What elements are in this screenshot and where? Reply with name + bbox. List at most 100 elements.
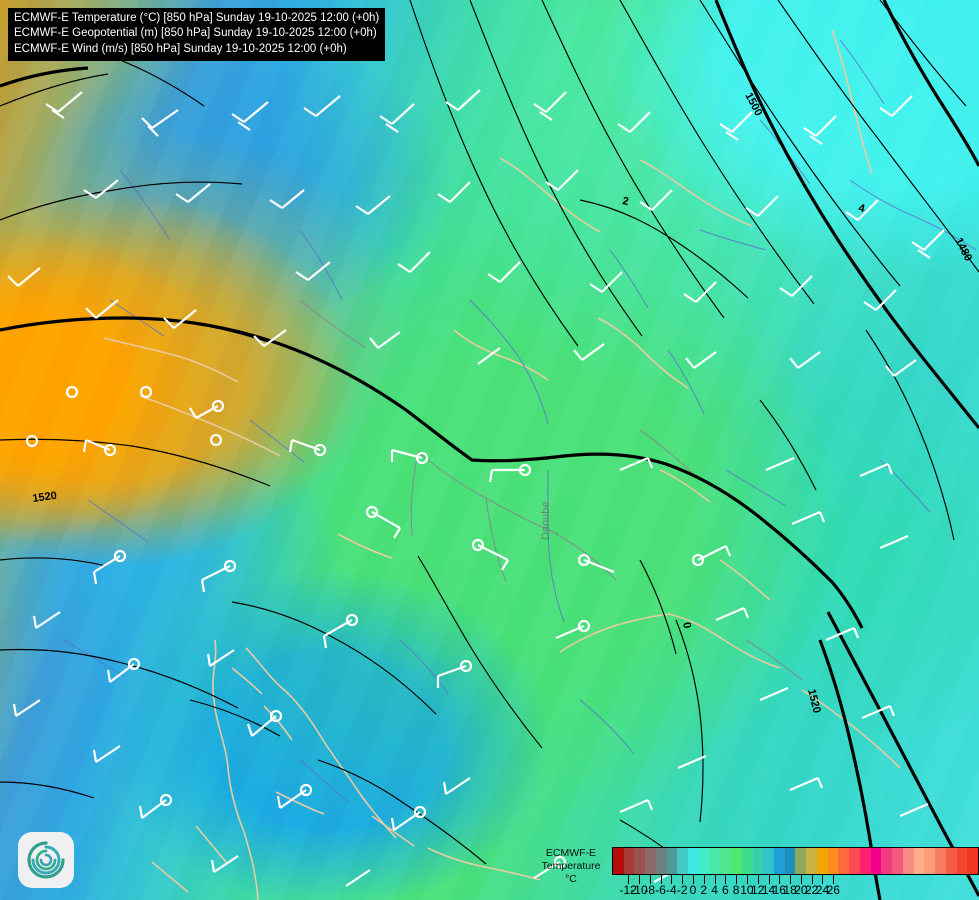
legend-swatch bbox=[870, 848, 882, 874]
legend-tick bbox=[800, 875, 802, 884]
legend-tick-label: 8 bbox=[732, 883, 740, 897]
legend-swatch bbox=[677, 848, 689, 874]
legend-tick bbox=[757, 875, 759, 884]
legend-tick-label: 14 bbox=[761, 883, 776, 897]
legend-swatch bbox=[935, 848, 946, 874]
legend-swatch bbox=[967, 848, 978, 874]
legend-tick bbox=[790, 875, 792, 884]
legend-color-bar bbox=[612, 847, 979, 875]
legend-tick bbox=[779, 875, 781, 884]
legend-tick bbox=[746, 875, 748, 884]
river-layer bbox=[63, 39, 977, 803]
legend-tick-label: 22 bbox=[805, 883, 819, 897]
legend-swatch bbox=[763, 848, 775, 874]
legend-tick bbox=[768, 875, 770, 884]
legend-tick-label: -4 bbox=[666, 883, 677, 897]
legend-tick-label: -8 bbox=[644, 883, 656, 897]
legend-swatch bbox=[892, 848, 903, 874]
legend-swatch bbox=[859, 848, 871, 874]
legend-swatch bbox=[709, 848, 721, 874]
legend-swatch bbox=[698, 848, 710, 874]
map-title-block: ECMWF-E Temperature (°C) [850 hPa] Sunda… bbox=[8, 8, 386, 62]
legend-tick-label: 12 bbox=[751, 883, 765, 897]
place-label: Danube bbox=[540, 501, 552, 540]
legend-swatch bbox=[623, 848, 635, 874]
legend-swatch bbox=[645, 848, 656, 874]
administrative-border-layer bbox=[299, 299, 803, 681]
legend-tick-label: -12 bbox=[619, 883, 637, 897]
geopotential-label: 1480 bbox=[952, 236, 974, 263]
legend-tick bbox=[725, 875, 727, 884]
legend-swatch bbox=[634, 848, 646, 874]
legend-tick bbox=[822, 875, 824, 884]
legend-swatch bbox=[838, 848, 850, 874]
legend-swatch bbox=[666, 848, 678, 874]
legend-swatch bbox=[613, 848, 624, 874]
temperature-color-legend: ECMWF-E Temperature °C -12 -10 -8 -6 -4 -2 0 2 4… bbox=[530, 843, 979, 900]
title-line-temperature: ECMWF-E Temperature (°C) [850 hPa] Sunda… bbox=[14, 12, 380, 24]
wind-barb-vector bbox=[7, 89, 945, 887]
wind-barb-calm bbox=[25, 385, 705, 875]
legend-caption: ECMWF-E Temperature °C bbox=[530, 843, 612, 886]
legend-swatch bbox=[913, 848, 925, 874]
legend-swatch bbox=[741, 848, 753, 874]
legend-swatch bbox=[945, 848, 957, 874]
legend-swatch bbox=[655, 848, 667, 874]
geopotential-label: 1500 bbox=[742, 91, 764, 118]
isotherm-layer bbox=[0, 0, 979, 875]
legend-tick bbox=[649, 875, 651, 884]
geopotential-label: 1520 bbox=[32, 490, 58, 505]
legend-swatch bbox=[720, 848, 732, 874]
legend-swatch bbox=[795, 848, 807, 874]
legend-tick-label: 26 bbox=[826, 883, 840, 897]
legend-model: ECMWF-E bbox=[545, 847, 597, 859]
legend-swatch bbox=[849, 848, 860, 874]
legend-tick bbox=[703, 875, 705, 884]
provider-logo[interactable] bbox=[18, 832, 74, 888]
legend-tick bbox=[671, 875, 673, 884]
legend-tick-label: 16 bbox=[772, 883, 786, 897]
legend-tick bbox=[714, 875, 716, 884]
legend-swatch bbox=[881, 848, 893, 874]
legend-swatch bbox=[806, 848, 817, 874]
legend-tick bbox=[628, 875, 630, 884]
wind-barb-layer bbox=[7, 89, 945, 887]
legend-swatch bbox=[731, 848, 742, 874]
coastline-layer bbox=[103, 29, 901, 900]
geopotential-label: 1520 bbox=[805, 688, 823, 715]
legend-swatch bbox=[816, 848, 828, 874]
title-line-geopotential: ECMWF-E Geopotential (m) [850 hPa] Sunda… bbox=[14, 27, 377, 40]
legend-tick bbox=[682, 875, 684, 884]
legend-tick bbox=[736, 875, 738, 884]
legend-tick-label: 18 bbox=[783, 883, 797, 897]
legend-swatch bbox=[688, 848, 699, 874]
legend-bar-wrap: -12 -10 -8 -6 -4 -2 0 2 4 6 8 10 12 14 16 18 20 22 24 26 bbox=[612, 843, 979, 900]
legend-swatch bbox=[774, 848, 785, 874]
legend-swatch bbox=[784, 848, 796, 874]
legend-tick bbox=[833, 875, 835, 884]
legend-tick bbox=[811, 875, 813, 884]
legend-tick-label: 20 bbox=[794, 883, 808, 897]
legend-tick-axis: -12 -10 -8 -6 -4 -2 0 2 4 6 8 10 12 14 16 18 20 22 24 26 bbox=[612, 875, 979, 900]
legend-tick bbox=[660, 875, 662, 884]
legend-variable: Temperature bbox=[541, 860, 601, 872]
legend-swatch bbox=[752, 848, 764, 874]
isotherm-label: 4 bbox=[857, 202, 866, 215]
legend-swatch bbox=[827, 848, 839, 874]
legend-tick bbox=[638, 875, 640, 884]
cyclone-spiral-icon bbox=[27, 841, 65, 879]
legend-tick-label: 0 bbox=[689, 883, 697, 897]
legend-tick-label: -2 bbox=[676, 883, 688, 897]
legend-tick-label: 24 bbox=[815, 883, 830, 897]
legend-tick-label: 10 bbox=[740, 883, 754, 897]
legend-tick-label: -10 bbox=[630, 883, 648, 897]
isotherm-label: 0 bbox=[680, 621, 693, 629]
isotherm-label: 2 bbox=[621, 195, 629, 208]
legend-swatch bbox=[956, 848, 968, 874]
